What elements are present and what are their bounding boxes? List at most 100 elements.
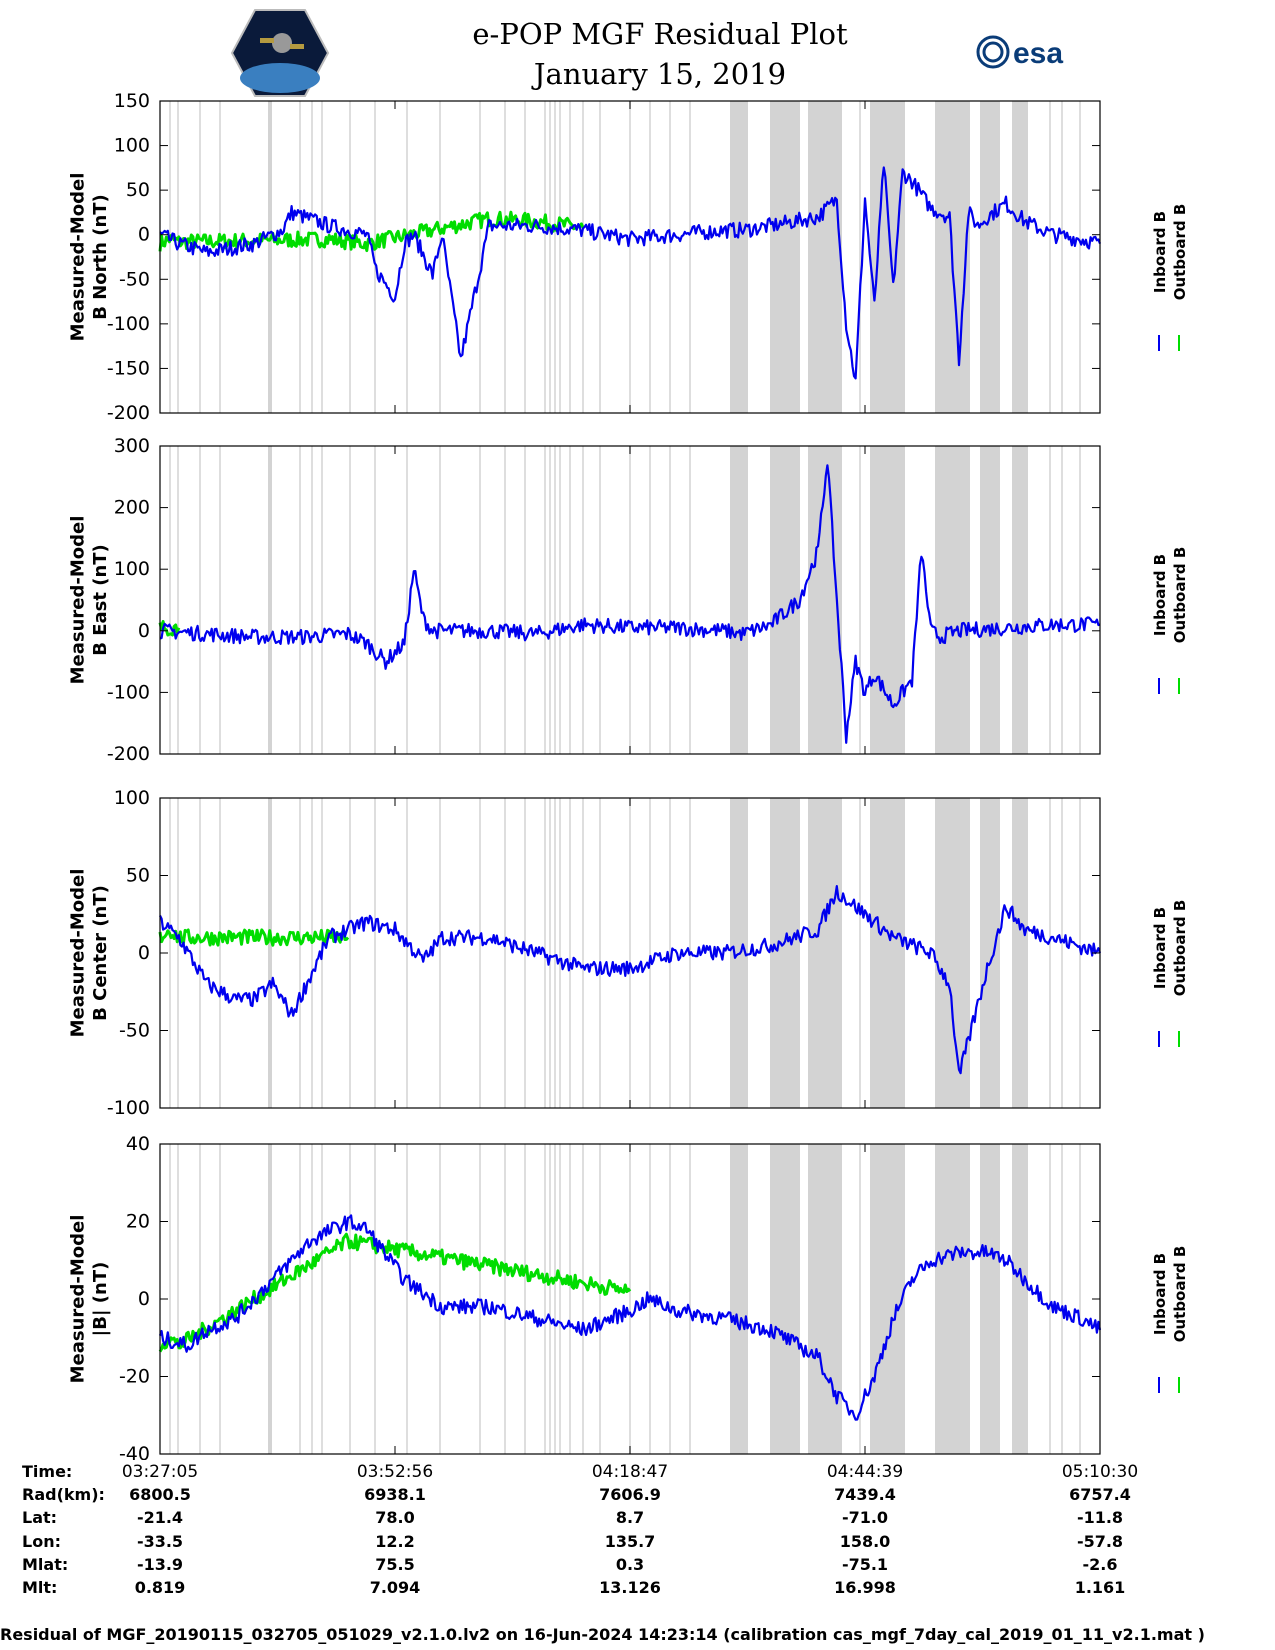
gap-band [1012, 1144, 1028, 1454]
gap-band [730, 446, 748, 754]
y-tick-label: -100 [107, 1097, 150, 1119]
legend: Inboard B Outboard B [1151, 547, 1189, 694]
y-axis-label-line: Measured-Model [68, 869, 89, 1038]
gap-band [730, 101, 748, 413]
legend-label: Outboard B [1171, 204, 1189, 301]
y-tick-label: 150 [114, 90, 150, 112]
legend: Inboard B Outboard B [1151, 204, 1189, 351]
gap-band [808, 1144, 842, 1454]
y-axis-label: Measured-ModelB North (nT) [68, 173, 112, 342]
info-value: 03:52:56 [356, 1462, 434, 1482]
y-tick-label: -200 [107, 402, 150, 424]
info-row: Time: 03:27:05 03:52:56 04:18:47 04:44:39 05:… [0, 1462, 1275, 1486]
gap-band [870, 101, 905, 413]
info-value: -71.0 [841, 1508, 889, 1528]
gap-band [980, 446, 1000, 754]
info-value: 135.7 [604, 1531, 656, 1551]
info-value: 8.7 [615, 1508, 645, 1528]
series-outboard-b [158, 928, 350, 947]
info-value: -33.5 [136, 1531, 184, 1551]
panel-2: -200 -100 0 100 200 300 Measured-ModelB East (… [68, 435, 1190, 765]
gap-band [1012, 798, 1028, 1108]
series-inboard-b [159, 885, 1102, 1075]
y-tick-label: -100 [107, 313, 150, 335]
y-tick-label: -20 [119, 1366, 150, 1388]
legend-label: Inboard B [1151, 907, 1169, 989]
info-value: 1.161 [1074, 1578, 1126, 1597]
info-value: 7.094 [369, 1578, 421, 1597]
gap-band [1012, 446, 1028, 754]
gap-band [980, 101, 1000, 413]
gap-band [808, 798, 842, 1108]
legend: Inboard B Outboard B [1151, 1246, 1189, 1393]
info-value: -21.4 [136, 1508, 184, 1528]
charts-area: -200-150-100-50050100150Measured-ModelB … [68, 90, 1190, 1460]
legend-label: Inboard B [1151, 211, 1169, 293]
y-tick-label: 0 [138, 942, 150, 964]
info-value: 78.0 [375, 1508, 415, 1528]
panel-1: -200 -150 -100 -50 0 50 100 150 Measured-ModelB … [68, 90, 1190, 424]
info-value: -11.8 [1076, 1508, 1124, 1528]
info-row-label: Mlt: [22, 1578, 58, 1597]
info-value: 16.998 [834, 1578, 896, 1597]
gap-band [935, 798, 970, 1108]
gap-band [980, 1144, 1000, 1454]
info-value: -57.8 [1076, 1531, 1124, 1551]
info-value: 75.5 [375, 1554, 415, 1574]
info-row-label: Lon: [22, 1531, 61, 1551]
plot-title: e-POP MGF Residual Plot [472, 17, 848, 51]
plot-subtitle: January 15, 2019 [533, 57, 787, 91]
gap-band [268, 798, 272, 1108]
info-value: 0.819 [134, 1578, 186, 1597]
info-row: Rad(km): 6800.5 6938.1 7606.9 7439.4 6757.4 [0, 1485, 1275, 1509]
y-tick-label: -50 [119, 1020, 150, 1042]
series-inboard-b [158, 1214, 1102, 1421]
gap-band [268, 101, 272, 413]
info-value: 05:10:30 [1061, 1462, 1139, 1482]
info-value: 03:27:05 [121, 1462, 199, 1482]
legend: Inboard B Outboard B [1151, 900, 1189, 1047]
y-axis-label-line: B North (nT) [90, 194, 111, 320]
y-axis-label-line: B Center (nT) [90, 885, 111, 1021]
y-tick-label: 200 [114, 497, 150, 519]
y-tick-label: -200 [107, 743, 150, 765]
y-axis-label-line: Measured-Model [68, 1215, 89, 1384]
series-inboard-b [159, 166, 1102, 380]
y-tick-label: 0 [138, 620, 150, 642]
legend-label: Outboard B [1171, 547, 1189, 644]
gap-band [870, 798, 905, 1108]
legend-label: Inboard B [1151, 554, 1169, 636]
gap-band [935, 1144, 970, 1454]
info-value: -75.1 [841, 1554, 889, 1574]
y-tick-label: 50 [126, 179, 150, 201]
y-axis-label: Measured-Model|B| (nT) [68, 1215, 112, 1384]
gap-band [268, 1144, 272, 1454]
gap-band [770, 101, 800, 413]
cassiope-logo [230, 9, 330, 97]
gap-band [1012, 101, 1028, 413]
y-tick-label: 100 [114, 787, 150, 809]
info-row: Lon: -33.5 12.2 135.7 158.0 -57.8 [0, 1532, 1275, 1556]
legend-label: Outboard B [1171, 1246, 1189, 1343]
y-axis-label: Measured-ModelB East (nT) [68, 516, 112, 685]
info-value: 6757.4 [1069, 1485, 1131, 1505]
panel-3: -100 -50 0 50 100 Measured-ModelB Center (nT)… [68, 787, 1190, 1119]
y-tick-label: -50 [119, 268, 150, 290]
info-row: Mlt: 0.819 7.094 13.126 16.998 1.161 [0, 1578, 1275, 1602]
y-axis-label-line: B East (nT) [90, 544, 111, 656]
info-row: Mlat: -13.9 75.5 0.3 -75.1 -2.6 [0, 1555, 1275, 1579]
series-outboard-b [158, 620, 181, 637]
y-axis-label-line: Measured-Model [68, 516, 89, 685]
info-value: 13.126 [599, 1578, 661, 1597]
esa-logo: esa [976, 35, 1063, 70]
info-row-label: Mlat: [22, 1554, 69, 1574]
info-value: 12.2 [375, 1531, 415, 1551]
gap-band [980, 798, 1000, 1108]
gap-band [870, 446, 905, 754]
y-tick-label: -150 [107, 357, 150, 379]
info-value: -2.6 [1082, 1554, 1118, 1574]
title-block: e-POP MGF Residual Plot January 15, 2019 [400, 14, 920, 94]
gap-band [770, 1144, 800, 1454]
info-value: 0.3 [615, 1554, 645, 1574]
panel-4: -40 -20 0 20 40 Measured-Model|B| (nT) Inboard… [68, 1133, 1190, 1460]
